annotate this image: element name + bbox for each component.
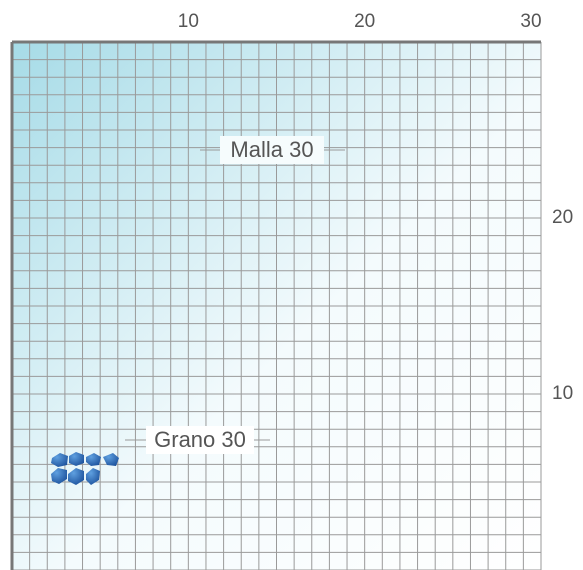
right-tick-label: 20 bbox=[552, 207, 573, 228]
top-tick-label: 30 bbox=[520, 11, 541, 32]
page: {"top_ticks": [10, 20, 30], "right_ticks… bbox=[0, 0, 583, 570]
grain-label: Grano 30 bbox=[154, 427, 246, 452]
top-tick-label: 20 bbox=[354, 11, 375, 32]
top-tick-label: 10 bbox=[178, 11, 199, 32]
diagram: 10 20 30 20 10 Malla 30 Grano 30 bbox=[0, 0, 583, 570]
right-tick-label: 10 bbox=[552, 383, 573, 404]
mesh-label: Malla 30 bbox=[230, 137, 313, 162]
